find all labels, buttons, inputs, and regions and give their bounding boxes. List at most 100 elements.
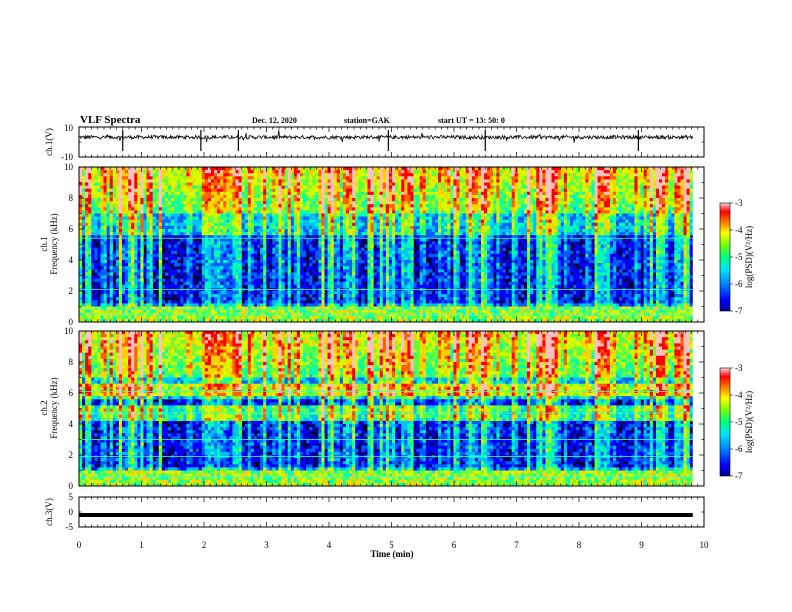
spectrogram-cell (104, 192, 107, 195)
spectrogram-cell (420, 183, 423, 186)
spectrogram-cell (644, 186, 647, 189)
spectrogram-cell (85, 179, 88, 182)
spectrogram-cell (214, 186, 217, 189)
spectrogram-cell (177, 195, 180, 198)
spectrogram-cell (331, 238, 334, 241)
spectrogram-cell (340, 192, 343, 195)
spectrogram-cell (94, 204, 97, 207)
spectrogram-cell (229, 226, 232, 229)
spectrogram-cell (601, 223, 604, 226)
spectrogram-cell (260, 183, 263, 186)
spectrogram-cell (690, 186, 693, 189)
spectrogram-cell (196, 204, 199, 207)
spectrogram-cell (530, 195, 533, 198)
spectrogram-cell (189, 176, 192, 179)
spectrogram-cell (481, 207, 484, 210)
spectrogram-cell (346, 217, 349, 220)
spectrogram-cell (140, 226, 143, 229)
spectrogram-cell (668, 217, 671, 220)
spectrogram-cell (398, 238, 401, 241)
spectrogram-cell (143, 198, 146, 201)
spectrogram-cell (171, 223, 174, 226)
spectrogram-cell (496, 176, 499, 179)
spectrogram-cell (521, 195, 524, 198)
spectrogram-cell (239, 229, 242, 232)
spectrogram-cell (386, 170, 389, 173)
spectrogram-cell (573, 207, 576, 210)
spectrogram-cell (579, 186, 582, 189)
spectrogram-cell (417, 183, 420, 186)
spectrogram-cell (300, 173, 303, 176)
spectrogram-cell (447, 195, 450, 198)
spectrogram-cell (288, 198, 291, 201)
spectrogram-cell (413, 220, 416, 223)
spectrogram-cell (561, 192, 564, 195)
spectrogram-cell (288, 223, 291, 226)
spectrogram-cell (638, 226, 641, 229)
spectrogram-cell (140, 241, 143, 244)
spectrogram-cell (236, 195, 239, 198)
spectrogram-cell (321, 204, 324, 207)
spectrogram-cell (438, 223, 441, 226)
spectrogram-cell (545, 176, 548, 179)
spectrogram-cell (460, 204, 463, 207)
spectrogram-cell (579, 201, 582, 204)
spectrogram-cell (395, 179, 398, 182)
spectrogram-cell (137, 170, 140, 173)
spectrogram-cell (346, 232, 349, 235)
spectrogram-cell (622, 214, 625, 217)
spectrogram-cell (499, 204, 502, 207)
spectrogram-cell (159, 195, 162, 198)
spectrogram-cell (94, 195, 97, 198)
spectrogram-cell (570, 217, 573, 220)
spectrogram-cell (613, 198, 616, 201)
spectrogram-cell (622, 189, 625, 192)
spectrogram-cell (371, 229, 374, 232)
spectrogram-cell (232, 186, 235, 189)
spectrogram-cell (674, 183, 677, 186)
spectrogram-cell (278, 229, 281, 232)
spectrogram-cell (401, 170, 404, 173)
spectrogram-cell (140, 207, 143, 210)
spectrogram-cell (484, 210, 487, 213)
spectrogram-cell (591, 204, 594, 207)
spectrogram-cell (456, 167, 459, 170)
spectrogram-cell (450, 173, 453, 176)
spectrogram-cell (463, 229, 466, 232)
spectrogram-cell (552, 170, 555, 173)
spectrogram-cell (383, 204, 386, 207)
spectrogram-cell (619, 173, 622, 176)
spectrogram-cell (291, 195, 294, 198)
spectrogram-cell (512, 176, 515, 179)
spectrogram-cell (208, 201, 211, 204)
spectrogram-cell (312, 207, 315, 210)
spectrogram-cell (604, 173, 607, 176)
spectrogram-cell (374, 232, 377, 235)
spectrogram-cell (349, 183, 352, 186)
spectrogram-cell (88, 232, 91, 235)
spectrogram-cell (653, 201, 656, 204)
spectrogram-cell (214, 167, 217, 170)
spectrogram-cell (426, 176, 429, 179)
spectrogram-cell (591, 170, 594, 173)
spectrogram-cell (674, 214, 677, 217)
spectrogram-cell (367, 232, 370, 235)
spectrogram-cell (650, 238, 653, 241)
spectrogram-cell (125, 189, 128, 192)
spectrogram-cell (358, 217, 361, 220)
spectrogram-cell (469, 183, 472, 186)
spectrogram-cell (297, 207, 300, 210)
spectrogram-cell (171, 189, 174, 192)
spectrogram-cell (383, 179, 386, 182)
spectrogram-cell (309, 207, 312, 210)
spectrogram-cell (165, 195, 168, 198)
spectrogram-cell (444, 220, 447, 223)
spectrogram-cell (331, 232, 334, 235)
spectrogram-cell (263, 238, 266, 241)
spectrogram-cell (162, 186, 165, 189)
spectrogram-cell (220, 189, 223, 192)
spectrogram-cell (128, 210, 131, 213)
spectrogram-cell (177, 170, 180, 173)
spectrogram-cell (254, 204, 257, 207)
spectrogram-cell (659, 198, 662, 201)
